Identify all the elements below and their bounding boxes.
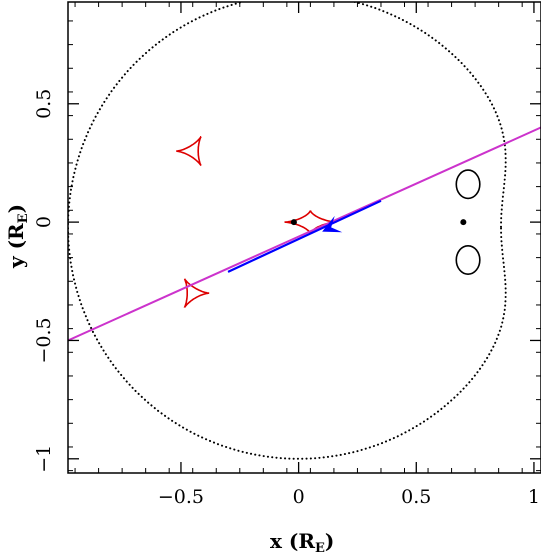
closed-curve-1 xyxy=(455,169,481,200)
direction-arrow xyxy=(322,215,343,233)
source-trajectory xyxy=(68,126,541,342)
x-tick-label: 0 xyxy=(293,486,305,508)
y-tick-label: 0 xyxy=(33,216,55,228)
caustic-1 xyxy=(176,136,202,167)
blue-track xyxy=(227,199,382,273)
lens-point-1 xyxy=(290,219,297,226)
plot-frame xyxy=(67,1,541,474)
x-tick-label: 0.5 xyxy=(401,486,431,508)
x-tick-label: 1 xyxy=(528,486,540,508)
ticks: −0.5 0 0.5 1 −1 −0.5 0 0.5 xyxy=(33,89,540,508)
critical-curve xyxy=(68,2,507,460)
caustic-2 xyxy=(183,278,210,308)
x-axis-label: x (RE) xyxy=(270,529,334,555)
lens-point-2 xyxy=(460,219,467,226)
y-axis-label: y (RE) xyxy=(4,204,31,269)
x-tick-label: −0.5 xyxy=(158,486,204,508)
plot-area xyxy=(68,2,541,460)
y-tick-label: 0.5 xyxy=(33,89,55,119)
y-tick-label: −0.5 xyxy=(33,317,55,363)
axes xyxy=(67,1,541,474)
closed-curve-2 xyxy=(455,244,481,275)
y-tick-label: −1 xyxy=(33,445,55,473)
